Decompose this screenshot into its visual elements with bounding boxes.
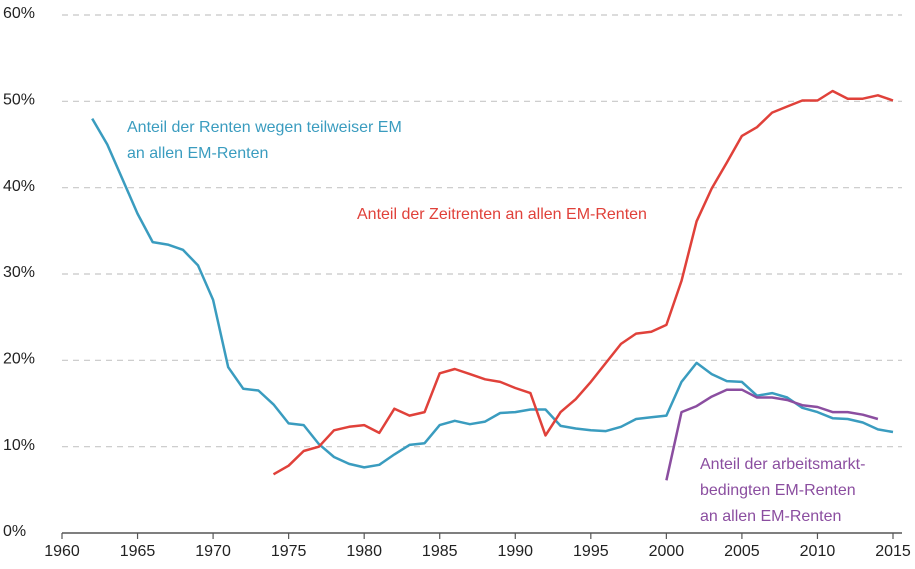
x-tick-label: 1975 <box>271 543 307 560</box>
series-line <box>91 117 894 469</box>
y-tick-label: 10% <box>3 437 35 454</box>
y-tick-label: 50% <box>3 92 35 109</box>
annotation: an allen EM-Renten <box>127 145 268 162</box>
x-tick-label: 1995 <box>573 543 609 560</box>
x-tick-label: 2000 <box>649 543 685 560</box>
x-tick-label: 2005 <box>724 543 760 560</box>
annotation: an allen EM-Renten <box>700 508 841 525</box>
series-line <box>665 388 879 481</box>
y-tick-label: 0% <box>3 523 26 540</box>
annotation: bedingten EM-Renten <box>700 482 856 499</box>
y-tick-label: 30% <box>3 264 35 281</box>
x-tick-label: 2010 <box>800 543 836 560</box>
y-tick-label: 60% <box>3 5 35 22</box>
x-tick-label: 2015 <box>875 543 911 560</box>
y-tick-label: 20% <box>3 351 35 368</box>
y-tick-label: 40% <box>3 178 35 195</box>
series-line <box>272 89 894 476</box>
x-tick-label: 1985 <box>422 543 458 560</box>
annotation: Anteil der Zeitrenten an allen EM-Renten <box>357 206 647 223</box>
annotation: Anteil der Renten wegen teilweiser EM <box>127 119 402 136</box>
x-tick-label: 1960 <box>44 543 80 560</box>
x-tick-label: 1980 <box>346 543 382 560</box>
x-tick-label: 1990 <box>497 543 533 560</box>
x-tick-label: 1970 <box>195 543 231 560</box>
annotation: Anteil der arbeitsmarkt- <box>700 456 865 473</box>
x-tick-label: 1965 <box>120 543 156 560</box>
